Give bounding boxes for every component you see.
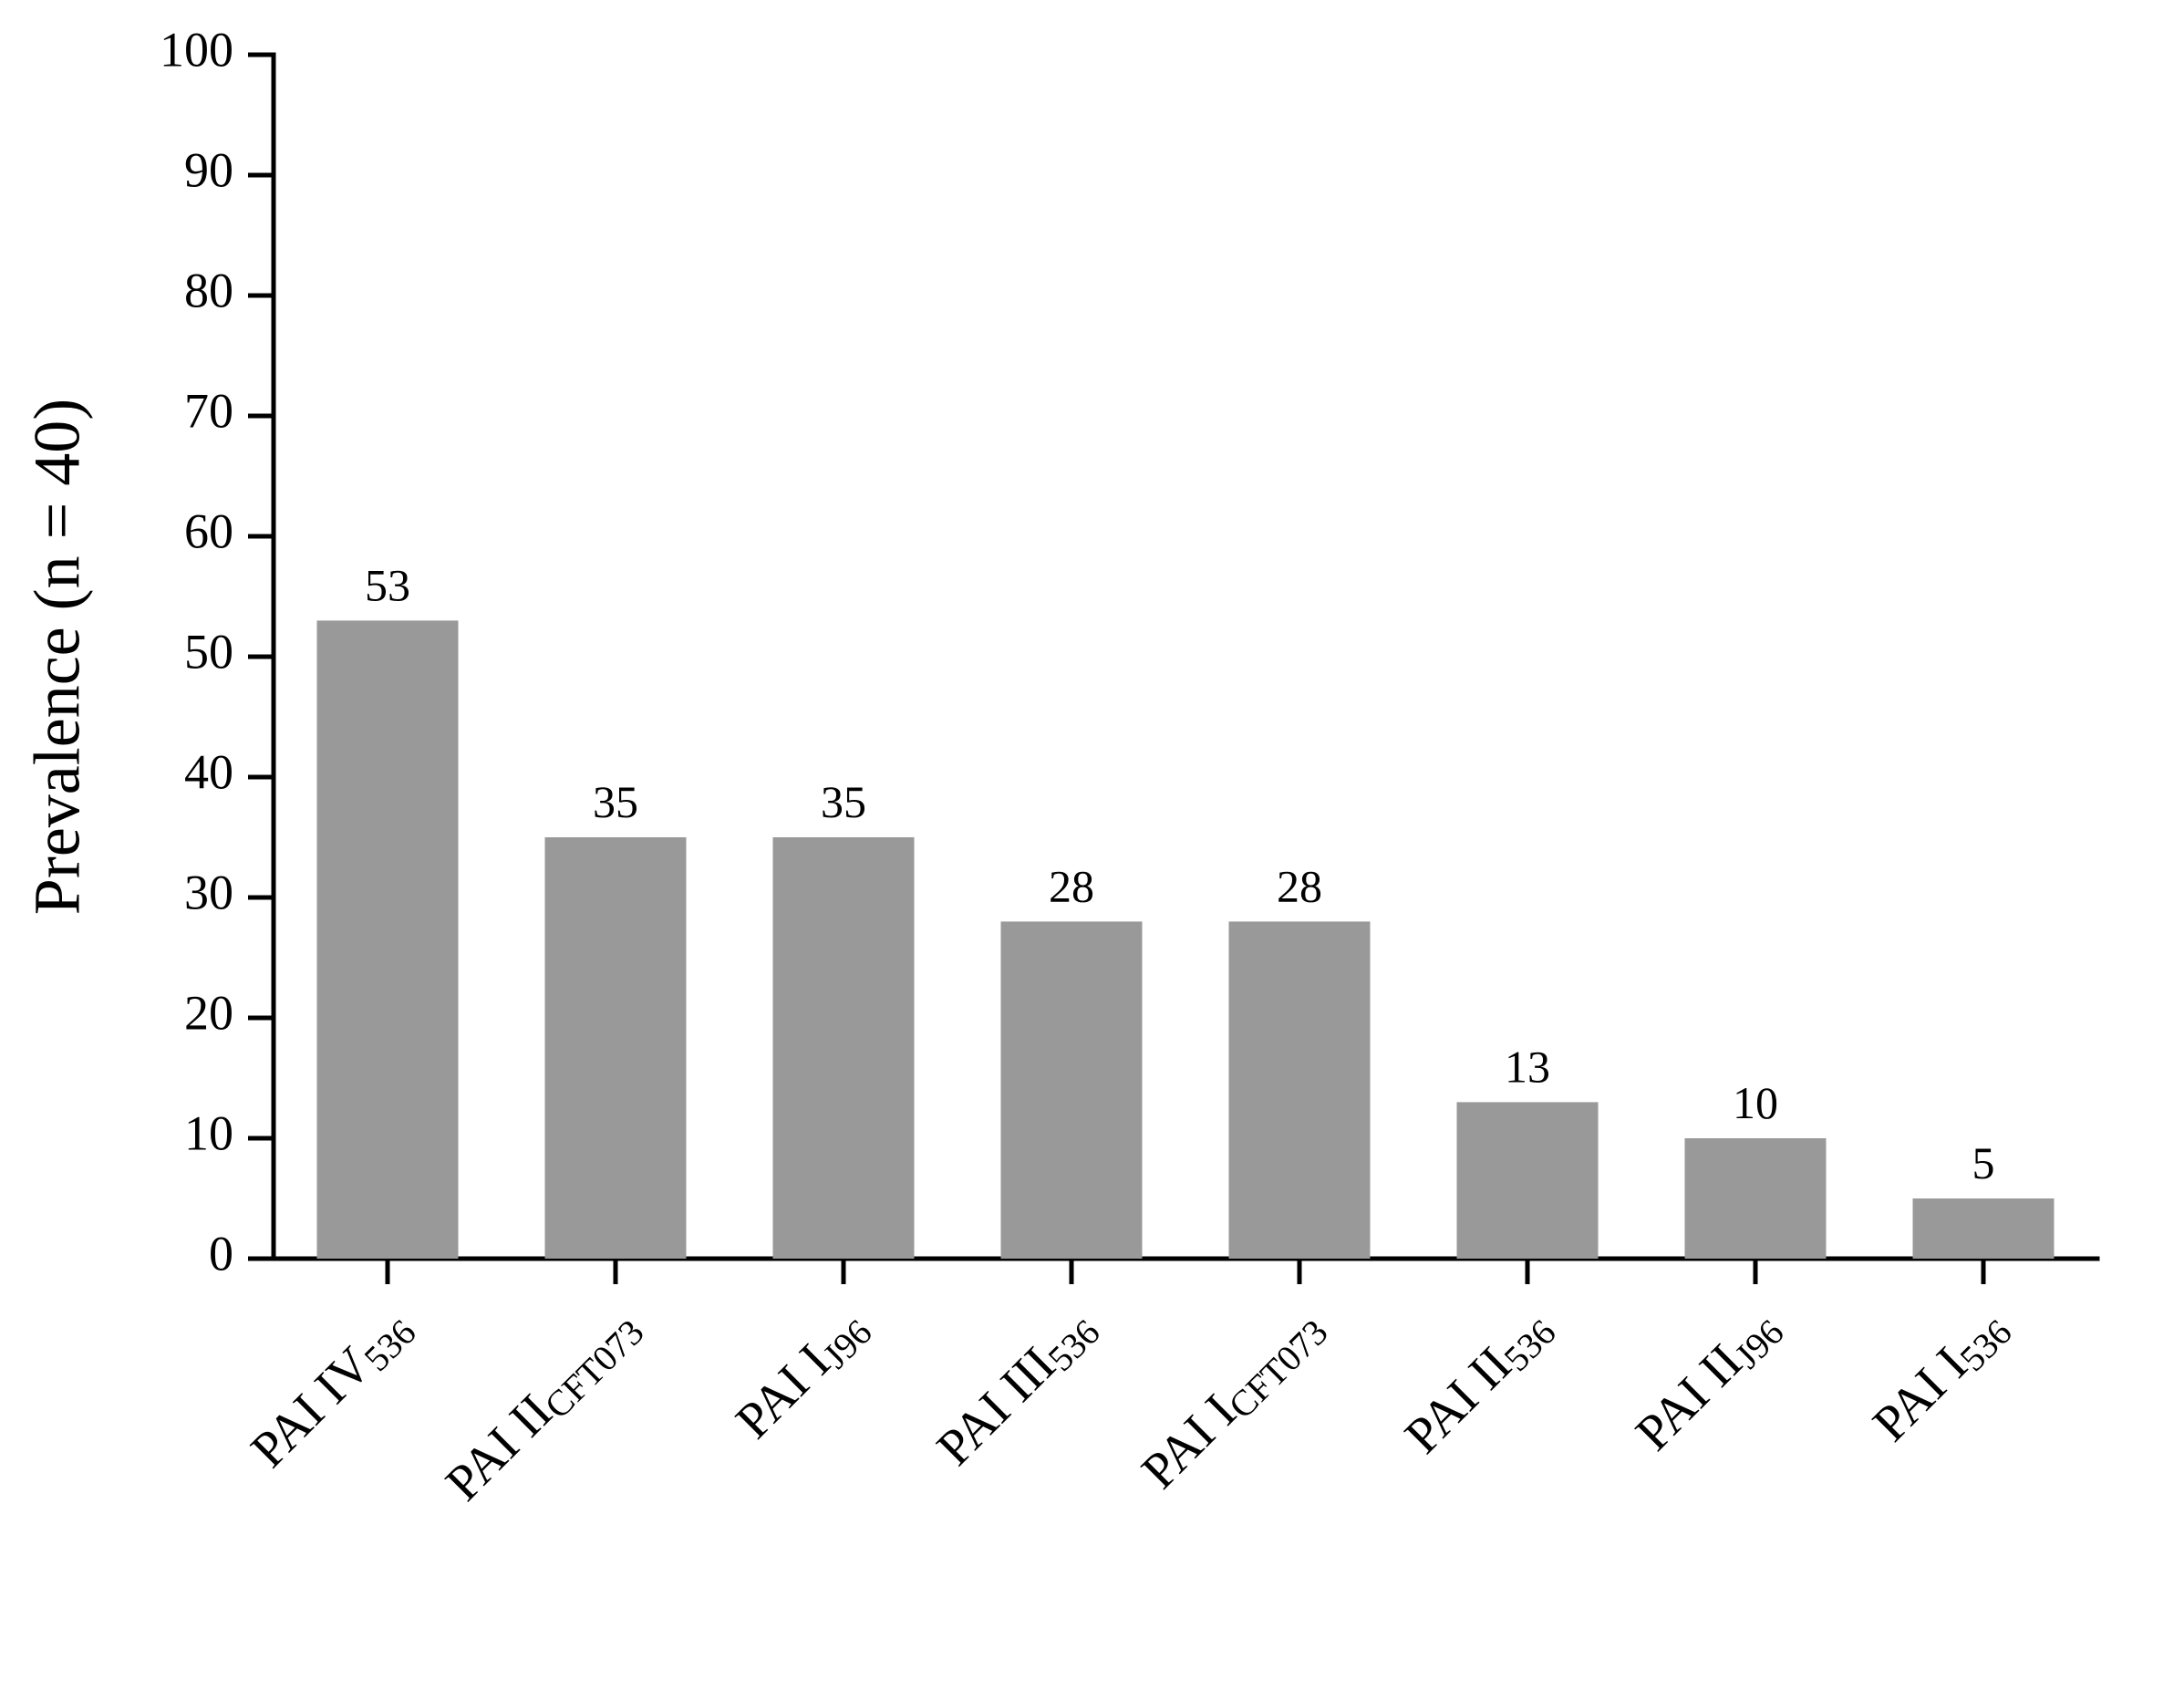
bar — [545, 837, 687, 1259]
bar — [1001, 921, 1143, 1259]
bar — [317, 620, 459, 1259]
y-tick-label: 100 — [160, 22, 233, 77]
y-axis-label: Prevalence (n = 40) — [21, 399, 94, 915]
chart-svg: 0 10 20 30 40 50 60 70 80 90 100 Prevalence (n = 40… — [0, 0, 2184, 1701]
bar-value-label: 35 — [593, 776, 638, 827]
bar-value-label: 35 — [821, 776, 866, 827]
bar-value-label: 5 — [1972, 1137, 1995, 1188]
y-tick-label: 80 — [184, 263, 233, 317]
y-tick-label: 50 — [184, 624, 233, 679]
y-tick-label: 70 — [184, 383, 233, 438]
y-tick-label: 90 — [184, 142, 233, 197]
y-tick-label: 30 — [184, 865, 233, 919]
bar-value-label: 28 — [1277, 860, 1322, 911]
bar — [1685, 1138, 1827, 1259]
bar — [1229, 921, 1371, 1259]
bar-value-label: 28 — [1049, 860, 1094, 911]
bar-value-label: 53 — [365, 559, 410, 610]
bar-value-label: 10 — [1733, 1077, 1778, 1128]
y-tick-label: 10 — [184, 1105, 233, 1160]
bar-value-label: 13 — [1505, 1041, 1550, 1092]
y-tick-label: 40 — [184, 744, 233, 799]
y-tick-label: 20 — [184, 985, 233, 1040]
y-tick-label: 0 — [209, 1226, 233, 1281]
y-tick-label: 60 — [184, 503, 233, 558]
bar — [1457, 1102, 1599, 1259]
prevalence-bar-chart: 0 10 20 30 40 50 60 70 80 90 100 Prevalence (n = 40… — [0, 0, 2184, 1701]
bar — [1913, 1198, 2055, 1259]
bar — [773, 837, 915, 1259]
